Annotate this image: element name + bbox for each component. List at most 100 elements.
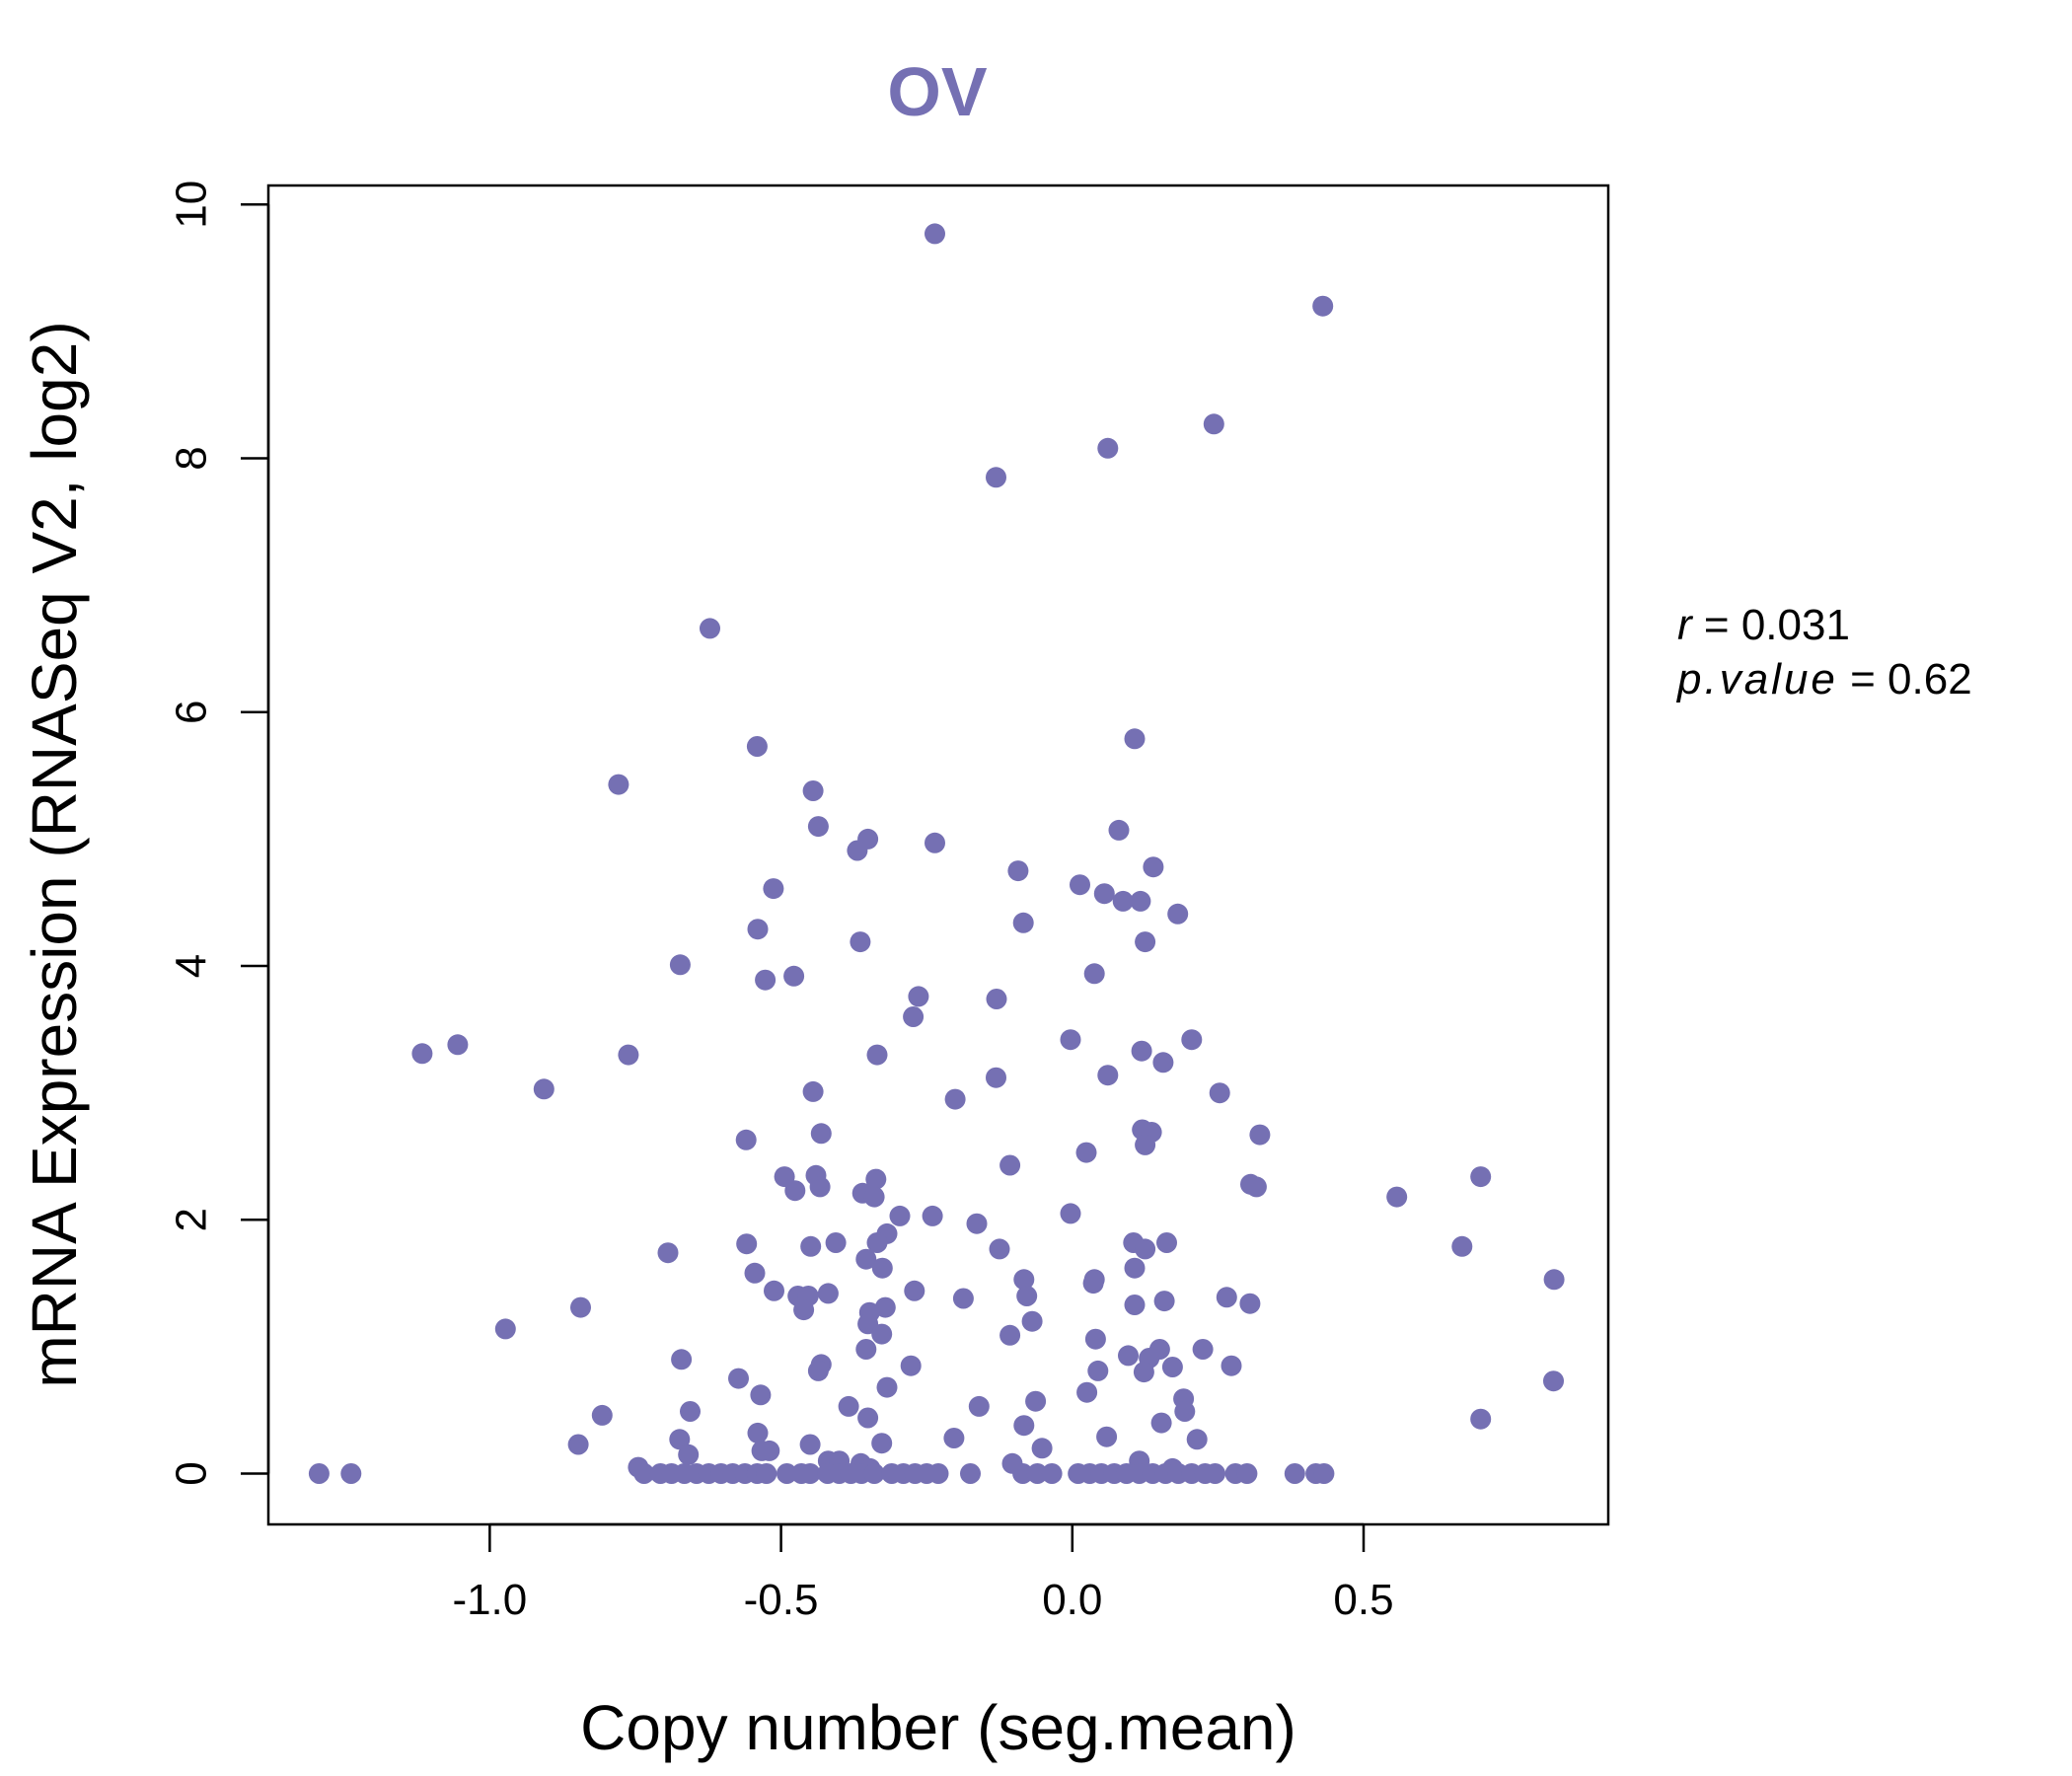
data-point [736, 1233, 758, 1255]
data-point [999, 1154, 1021, 1176]
data-point [1133, 1362, 1154, 1383]
data-point [1087, 1360, 1109, 1381]
data-point [857, 1407, 879, 1429]
data-point [1060, 1203, 1081, 1224]
data-point [763, 878, 784, 900]
data-point [750, 1384, 772, 1406]
data-point [633, 1463, 655, 1484]
data-point [1082, 1273, 1104, 1295]
y-tick-label: 4 [168, 954, 216, 978]
data-point [669, 954, 691, 976]
data-point [855, 1248, 877, 1270]
x-tick-label: -1.0 [452, 1576, 527, 1624]
data-point [865, 1168, 887, 1190]
data-point [1386, 1186, 1408, 1208]
data-point [1236, 1463, 1258, 1484]
data-point [340, 1463, 362, 1484]
data-point [799, 1434, 821, 1455]
data-point [960, 1463, 981, 1484]
data-point [1205, 1463, 1225, 1484]
data-point [567, 1434, 589, 1455]
data-point [966, 1213, 988, 1234]
data-point [1130, 890, 1151, 912]
data-point [746, 736, 768, 757]
data-point [1060, 1029, 1081, 1051]
data-point [863, 1186, 885, 1208]
data-point [799, 1463, 821, 1484]
data-point [1239, 1293, 1261, 1314]
data-point [1153, 1291, 1175, 1312]
data-point [1118, 1345, 1139, 1367]
data-point [1093, 883, 1115, 905]
data-point [986, 1067, 1006, 1088]
data-point [1021, 1310, 1043, 1332]
data-point [943, 1428, 965, 1448]
data-point [1124, 1257, 1146, 1279]
chart-title: OV [887, 53, 987, 130]
data-point [925, 832, 945, 853]
data-point [871, 1257, 893, 1279]
x-tick-label: 0.5 [1333, 1576, 1393, 1624]
data-point [944, 1088, 966, 1110]
data-point [904, 1280, 925, 1301]
data-point [866, 1044, 888, 1066]
data-point [1167, 903, 1189, 925]
stat-p: p.value = 0.62 [1675, 655, 1972, 703]
stat-p-label: p.value [1675, 655, 1838, 703]
data-point [1249, 1124, 1271, 1146]
data-point [678, 1443, 700, 1465]
data-point [1041, 1463, 1063, 1484]
data-point [1097, 1065, 1119, 1086]
data-point [1135, 931, 1156, 953]
data-point [756, 1463, 777, 1484]
data-point [1124, 1295, 1146, 1315]
data-point [876, 1376, 898, 1398]
data-point [1031, 1438, 1053, 1459]
data-point [850, 931, 871, 953]
data-point [744, 1262, 766, 1284]
y-tick-label: 8 [168, 446, 216, 470]
data-point [866, 1232, 888, 1253]
data-point [777, 1463, 797, 1484]
data-point [1112, 890, 1134, 912]
data-point [922, 1205, 943, 1226]
data-point [1012, 1463, 1034, 1484]
data-point [1186, 1429, 1208, 1450]
data-point [308, 1463, 330, 1484]
data-point [968, 1395, 990, 1417]
data-point [908, 986, 929, 1007]
data-point [680, 1401, 701, 1422]
data-point [1470, 1166, 1492, 1188]
data-point [1012, 912, 1034, 933]
data-point [989, 1238, 1010, 1260]
data-point [1174, 1401, 1196, 1422]
data-point [1135, 1134, 1156, 1155]
data-point [800, 1235, 822, 1257]
data-point [1135, 1238, 1156, 1260]
y-tick-label: 2 [168, 1208, 216, 1231]
data-point [591, 1404, 613, 1426]
data-point [900, 1355, 922, 1376]
data-point [747, 1422, 769, 1443]
data-point [735, 1129, 757, 1150]
data-point [927, 1463, 949, 1484]
data-point [1284, 1463, 1305, 1484]
data-point [728, 1368, 749, 1389]
data-point [1152, 1052, 1174, 1073]
data-point [1007, 860, 1029, 882]
data-point [1097, 437, 1119, 459]
data-point [1161, 1357, 1183, 1377]
y-axis: 0 2 4 6 8 10 [168, 181, 270, 1486]
data-point [1070, 874, 1090, 896]
data-point [447, 1034, 469, 1056]
x-axis: -1.0 -0.5 0.0 0.5 [452, 1522, 1394, 1624]
y-tick-label: 0 [168, 1461, 216, 1485]
data-point [802, 1080, 824, 1102]
data-point [747, 919, 769, 940]
y-tick-label: 10 [168, 181, 216, 229]
data-point [1245, 1176, 1267, 1198]
data-point [1084, 1328, 1106, 1350]
data-point [847, 840, 868, 861]
x-tick-label: 0.0 [1042, 1576, 1102, 1624]
